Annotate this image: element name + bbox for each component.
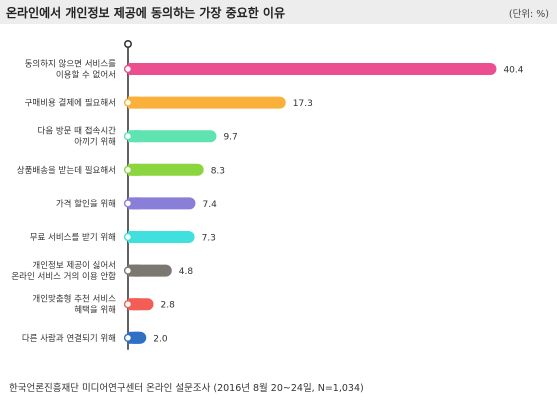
category-label-1-line-1: 동의하지 않으면 서비스를 bbox=[25, 59, 117, 70]
category-label-2: 구매비용 결제에 필요해서 bbox=[25, 98, 116, 109]
bar-2 bbox=[128, 96, 286, 109]
value-label-3: 9.7 bbox=[223, 133, 237, 143]
category-label-8-line-1: 개인맞춤형 추천 서비스 bbox=[32, 294, 116, 305]
category-label-7-line-1: 개인정보 제공이 싫어서 bbox=[32, 260, 116, 271]
category-label-7-line-2: 온라인 서비스 거의 이용 안함 bbox=[11, 271, 116, 282]
category-label-3-line-2: 아끼기 위해 bbox=[74, 137, 116, 148]
bar-base-9 bbox=[128, 331, 140, 344]
category-label-5: 가격 할인을 위해 bbox=[56, 198, 116, 209]
value-label-2: 17.3 bbox=[293, 99, 313, 109]
bar-5 bbox=[128, 197, 196, 210]
category-label-8-line-2: 혜택을 위해 bbox=[74, 305, 116, 316]
value-label-1: 40.4 bbox=[503, 66, 523, 76]
bar-6 bbox=[128, 231, 195, 243]
axis-top-cap bbox=[124, 39, 133, 48]
bar-base-8 bbox=[128, 298, 140, 311]
category-label-3-line-1: 다음 방문 때 접속시간 bbox=[38, 126, 117, 137]
bar-1 bbox=[128, 63, 497, 75]
bar-marker-4 bbox=[123, 165, 133, 174]
source-note: 한국언론진흥재단 미디어연구센터 온라인 설문조사 (2016년 8월 20~2… bbox=[9, 383, 364, 394]
chart-title: 온라인에서 개인정보 제공에 동의하는 가장 중요한 이유 bbox=[6, 6, 285, 20]
value-label-6: 7.3 bbox=[202, 234, 216, 244]
bar-base-6 bbox=[128, 231, 140, 243]
value-label-8: 2.8 bbox=[161, 301, 176, 311]
category-label-9: 다른 사람과 연결되기 위해 bbox=[22, 333, 116, 344]
category-label-1-line-2: 이용할 수 없어서 bbox=[56, 70, 116, 81]
bar-marker-3 bbox=[123, 132, 133, 141]
value-label-5: 7.4 bbox=[202, 200, 217, 210]
bar-base-4 bbox=[128, 163, 140, 176]
bar-base-2 bbox=[128, 96, 140, 109]
bar-base-1 bbox=[128, 63, 140, 75]
value-label-7: 4.8 bbox=[179, 267, 194, 277]
bar-marker-7 bbox=[123, 266, 133, 275]
bar-marker-1 bbox=[123, 64, 133, 74]
chart-header: 온라인에서 개인정보 제공에 동의하는 가장 중요한 이유 (단위: %) bbox=[0, 0, 557, 24]
bar-base-7 bbox=[128, 264, 140, 277]
bar-marker-2 bbox=[123, 98, 133, 107]
category-label-6: 무료 서비스를 받기 위해 bbox=[30, 232, 116, 243]
bar-marker-8 bbox=[123, 300, 133, 309]
bar-base-5 bbox=[128, 197, 140, 210]
value-label-9: 2.0 bbox=[153, 334, 168, 344]
category-label-4: 상품배송을 받는데 필요해서 bbox=[17, 165, 116, 176]
bar-base-3 bbox=[128, 130, 140, 143]
bar-marker-5 bbox=[123, 199, 133, 208]
bar-3 bbox=[128, 130, 217, 143]
bar-marker-9 bbox=[123, 333, 133, 342]
bar-marker-6 bbox=[123, 232, 133, 242]
bar-4 bbox=[128, 163, 204, 176]
unit-label: (단위: %) bbox=[508, 9, 549, 20]
value-label-4: 8.3 bbox=[211, 166, 225, 176]
